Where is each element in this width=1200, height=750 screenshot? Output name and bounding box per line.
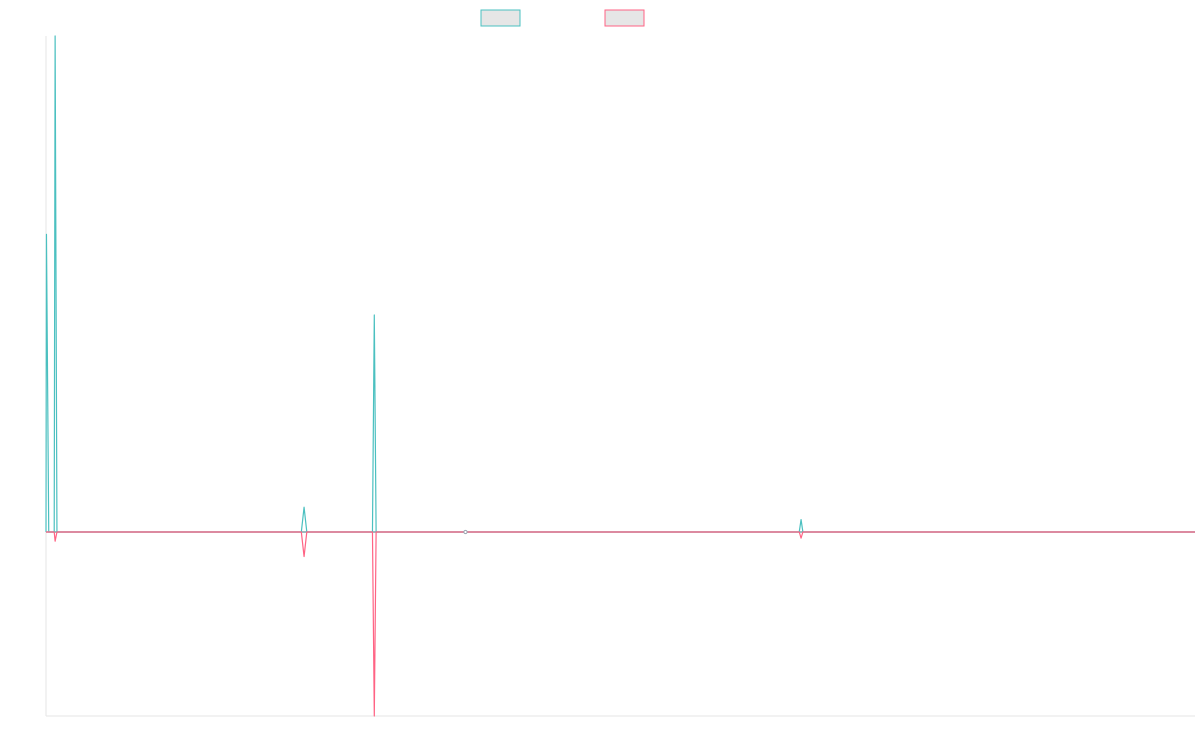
point-markers — [463, 529, 468, 535]
point-marker-1 — [463, 529, 468, 535]
legend-swatch-2[interactable] — [604, 9, 645, 27]
series-line-2 — [46, 531, 1195, 717]
axes — [45, 36, 1195, 717]
legend-swatch-1[interactable] — [480, 9, 521, 27]
series-line-1 — [45, 35, 1195, 533]
series-lines — [45, 35, 1195, 717]
legend[interactable] — [480, 9, 645, 27]
